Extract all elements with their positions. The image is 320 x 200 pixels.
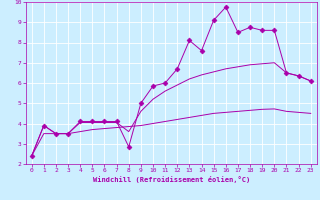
X-axis label: Windchill (Refroidissement éolien,°C): Windchill (Refroidissement éolien,°C) <box>92 176 250 183</box>
